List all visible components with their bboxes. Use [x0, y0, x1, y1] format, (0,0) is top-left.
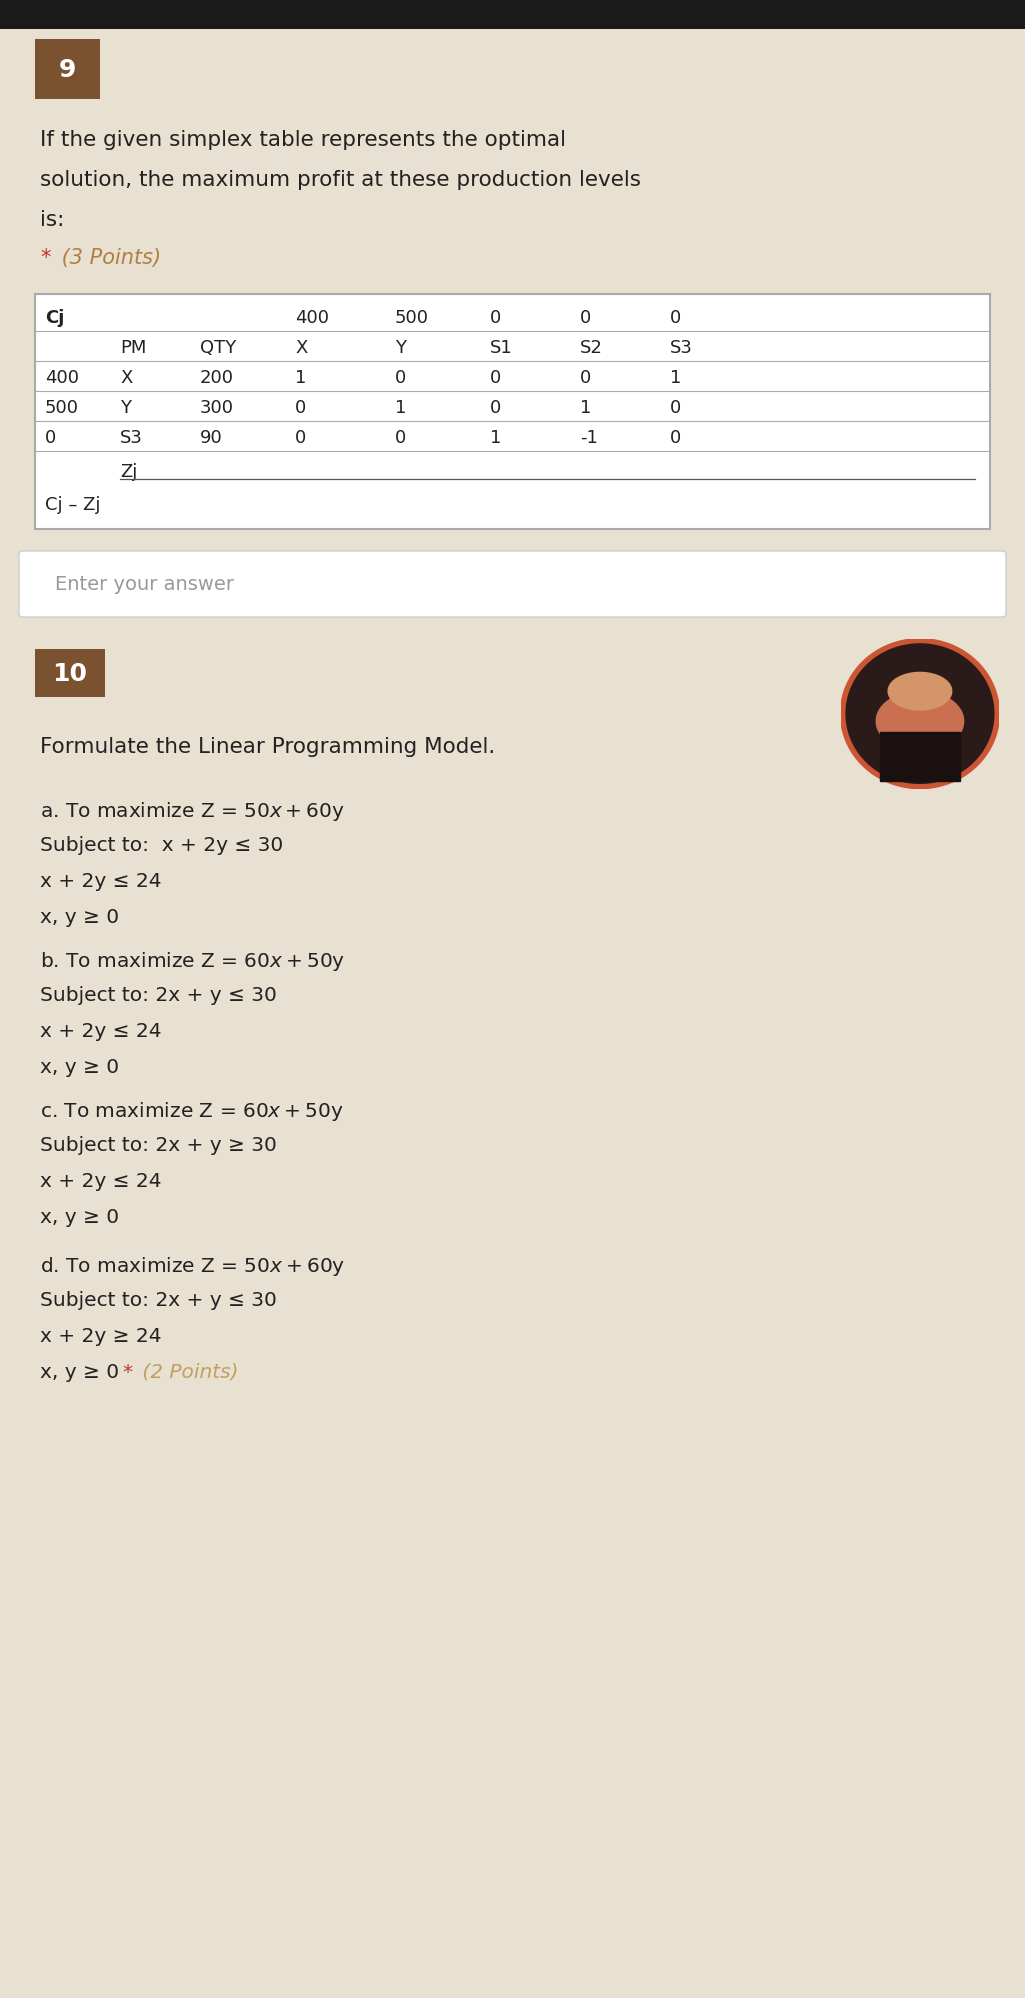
Text: If the given simplex table represents the optimal: If the given simplex table represents th…: [40, 130, 566, 150]
Text: 0: 0: [295, 430, 306, 448]
Text: 9: 9: [58, 58, 76, 82]
Text: PM: PM: [120, 340, 147, 358]
Text: S2: S2: [580, 340, 603, 358]
Bar: [35, 296, 990, 529]
Text: *: *: [40, 248, 50, 268]
Text: X: X: [295, 340, 308, 358]
Bar: [35, 649, 105, 697]
Text: a. To maximize Z = $50x +$60y: a. To maximize Z = $50x +$60y: [40, 799, 344, 823]
Text: c. To maximize Z = $60x +$50y: c. To maximize Z = $60x +$50y: [40, 1099, 343, 1123]
Text: 0: 0: [295, 400, 306, 418]
Text: S3: S3: [120, 430, 142, 448]
Text: is:: is:: [40, 210, 65, 230]
Text: Subject to:  x + 2y ≤ 30: Subject to: x + 2y ≤ 30: [40, 835, 283, 855]
Text: x, y ≥ 0: x, y ≥ 0: [40, 1207, 119, 1227]
Text: x, y ≥ 0: x, y ≥ 0: [40, 907, 119, 927]
Text: QTY: QTY: [200, 340, 236, 358]
Text: 400: 400: [295, 310, 329, 328]
Text: 0: 0: [490, 310, 501, 328]
Text: 0: 0: [490, 400, 501, 418]
Text: 300: 300: [200, 400, 234, 418]
Text: (2 Points): (2 Points): [136, 1363, 239, 1381]
Polygon shape: [846, 645, 994, 783]
Text: 1: 1: [295, 370, 306, 388]
Text: 1: 1: [490, 430, 501, 448]
Text: d. To maximize Z = $50x +$60y: d. To maximize Z = $50x +$60y: [40, 1255, 345, 1277]
Polygon shape: [876, 691, 964, 751]
Bar: [0, 0, 1025, 30]
Bar: [880, 733, 959, 781]
Text: 0: 0: [45, 430, 56, 448]
Text: Formulate the Linear Programming Model.: Formulate the Linear Programming Model.: [40, 737, 495, 757]
Polygon shape: [889, 673, 951, 711]
Text: 500: 500: [395, 310, 429, 328]
Text: 0: 0: [395, 370, 406, 388]
Text: Y: Y: [395, 340, 406, 358]
Text: 90: 90: [200, 430, 222, 448]
Polygon shape: [840, 639, 999, 789]
Text: 0: 0: [490, 370, 501, 388]
Text: 0: 0: [580, 310, 591, 328]
Text: solution, the maximum profit at these production levels: solution, the maximum profit at these pr…: [40, 170, 641, 190]
Text: 0: 0: [395, 430, 406, 448]
Text: x + 2y ≤ 24: x + 2y ≤ 24: [40, 871, 162, 891]
Text: (3 Points): (3 Points): [55, 248, 161, 268]
Text: 0: 0: [580, 370, 591, 388]
Text: Enter your answer: Enter your answer: [55, 575, 234, 593]
Text: 1: 1: [395, 400, 406, 418]
Text: 500: 500: [45, 400, 79, 418]
FancyBboxPatch shape: [19, 551, 1006, 617]
Text: 1: 1: [580, 400, 591, 418]
Text: Cj – Zj: Cj – Zj: [45, 496, 100, 513]
Text: 0: 0: [670, 430, 682, 448]
Text: 0: 0: [670, 310, 682, 328]
Text: 1: 1: [670, 370, 682, 388]
Text: S3: S3: [670, 340, 693, 358]
Text: x + 2y ≥ 24: x + 2y ≥ 24: [40, 1327, 162, 1345]
Bar: [35, 40, 100, 100]
Text: X: X: [120, 370, 132, 388]
Text: -1: -1: [580, 430, 598, 448]
Text: x, y ≥ 0: x, y ≥ 0: [40, 1363, 119, 1381]
Text: 200: 200: [200, 370, 234, 388]
Text: S1: S1: [490, 340, 512, 358]
Text: x + 2y ≤ 24: x + 2y ≤ 24: [40, 1171, 162, 1191]
Text: Y: Y: [120, 400, 131, 418]
Text: 400: 400: [45, 370, 79, 388]
Text: Zj: Zj: [120, 464, 137, 482]
Text: Subject to: 2x + y ≥ 30: Subject to: 2x + y ≥ 30: [40, 1135, 277, 1155]
Text: Subject to: 2x + y ≤ 30: Subject to: 2x + y ≤ 30: [40, 985, 277, 1005]
Text: Cj: Cj: [45, 310, 65, 328]
Text: Subject to: 2x + y ≤ 30: Subject to: 2x + y ≤ 30: [40, 1291, 277, 1309]
Text: 10: 10: [52, 661, 87, 685]
Text: 0: 0: [670, 400, 682, 418]
Text: x + 2y ≤ 24: x + 2y ≤ 24: [40, 1021, 162, 1041]
Text: x, y ≥ 0: x, y ≥ 0: [40, 1057, 119, 1077]
Text: *: *: [122, 1363, 132, 1381]
Text: b. To maximize Z = $60x +$50y: b. To maximize Z = $60x +$50y: [40, 949, 345, 973]
